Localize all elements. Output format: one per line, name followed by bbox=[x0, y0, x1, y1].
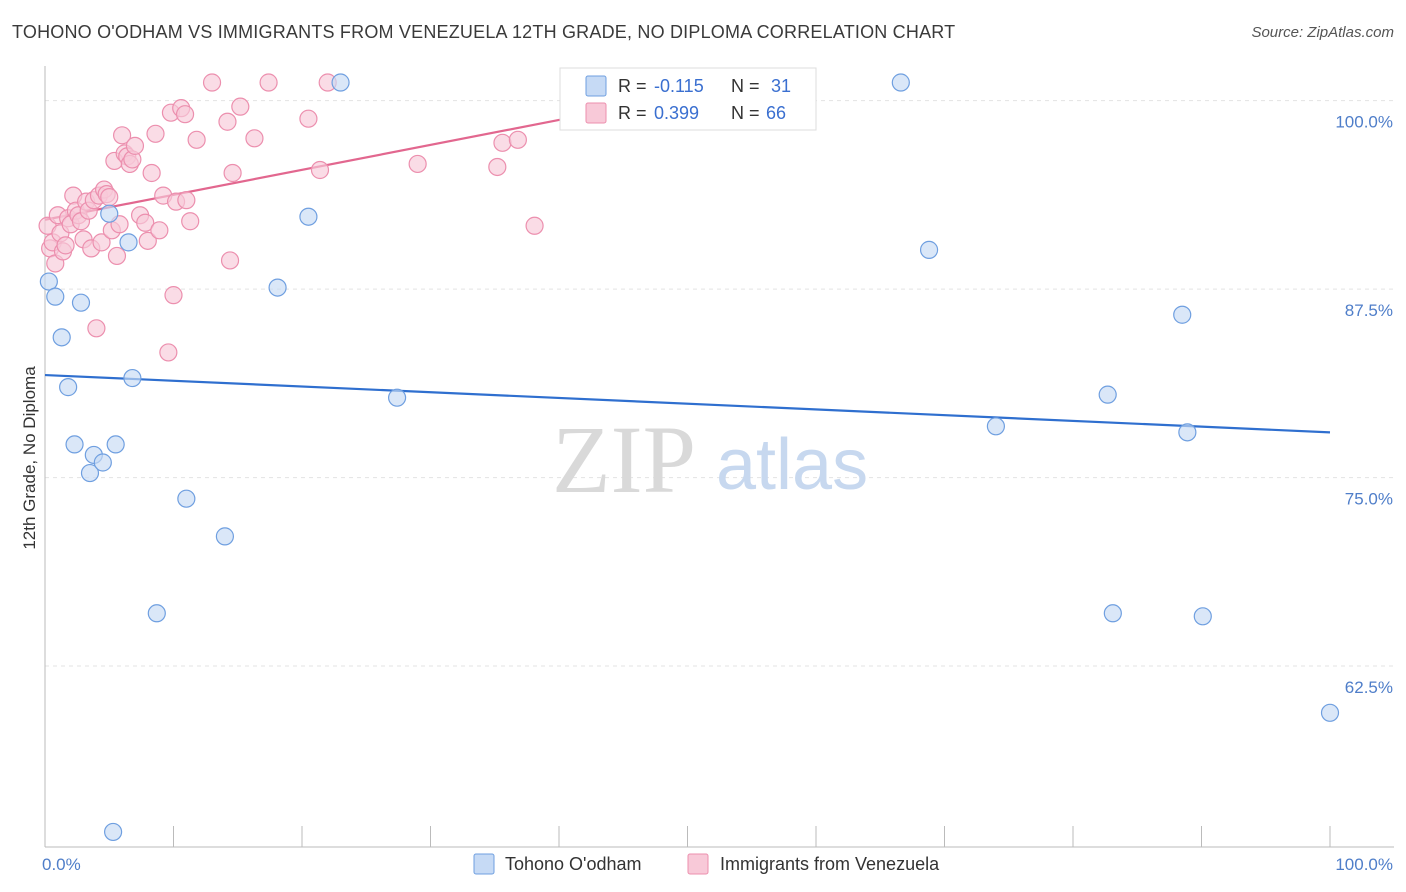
point-venezuela bbox=[223, 163, 242, 183]
point-venezuela bbox=[164, 286, 183, 305]
stats-legend: R = -0.115 N = 31 R = 0.399 N = 66 bbox=[559, 67, 817, 131]
data-points bbox=[38, 73, 1340, 842]
point-tohono bbox=[104, 822, 123, 842]
point-venezuela bbox=[259, 73, 278, 92]
point-venezuela bbox=[92, 233, 111, 252]
point-tohono bbox=[215, 527, 234, 546]
point-venezuela bbox=[56, 236, 75, 255]
point-venezuela bbox=[220, 251, 240, 270]
point-tohono bbox=[1320, 703, 1340, 722]
series-legend: Tohono O'odham Immigrants from Venezuela bbox=[473, 853, 940, 875]
x-tick-label-end: 100.0% bbox=[1335, 855, 1393, 874]
point-tohono bbox=[93, 453, 112, 472]
point-venezuela bbox=[112, 126, 132, 145]
point-tohono bbox=[1098, 385, 1117, 404]
point-tohono bbox=[106, 435, 125, 454]
point-venezuela bbox=[202, 73, 222, 92]
point-venezuela bbox=[493, 133, 512, 152]
point-venezuela bbox=[231, 97, 250, 116]
point-tohono bbox=[46, 287, 65, 306]
point-venezuela bbox=[136, 213, 155, 232]
legend-r-value-tohono: -0.115 bbox=[654, 76, 704, 96]
legend-r-value-venezuela: 0.399 bbox=[654, 103, 699, 123]
point-tohono bbox=[59, 378, 78, 397]
legend-n-value-tohono: 31 bbox=[771, 76, 791, 96]
point-venezuela bbox=[187, 130, 206, 149]
trend-lines bbox=[44, 117, 1331, 434]
y-tick-label: 100.0% bbox=[1335, 113, 1393, 132]
point-venezuela bbox=[488, 157, 507, 177]
point-venezuela bbox=[100, 188, 119, 207]
legend-r-label-venezuela: R = bbox=[618, 103, 647, 123]
point-tohono bbox=[1173, 305, 1192, 324]
point-tohono bbox=[119, 233, 138, 252]
series-legend-swatch-venezuela bbox=[687, 853, 709, 875]
point-tohono bbox=[986, 417, 1006, 436]
legend-n-label-tohono: N = bbox=[731, 76, 760, 96]
point-tohono bbox=[147, 604, 166, 623]
watermark: ZIP atlas bbox=[552, 406, 868, 513]
chart-title: TOHONO O'ODHAM VS IMMIGRANTS FROM VENEZU… bbox=[12, 22, 956, 42]
point-tohono bbox=[1103, 604, 1122, 623]
point-venezuela bbox=[508, 130, 527, 149]
point-venezuela bbox=[107, 246, 127, 266]
y-tick-label: 75.0% bbox=[1345, 490, 1393, 509]
point-venezuela bbox=[125, 136, 145, 155]
y-tick-label: 62.5% bbox=[1345, 678, 1393, 697]
trend-line-venezuela bbox=[44, 117, 566, 221]
legend-n-value-venezuela: 66 bbox=[766, 103, 786, 123]
point-venezuela bbox=[245, 129, 264, 148]
point-venezuela bbox=[146, 124, 165, 143]
point-tohono bbox=[919, 240, 939, 259]
axes bbox=[44, 66, 1394, 848]
point-venezuela bbox=[87, 319, 106, 338]
point-venezuela bbox=[181, 212, 200, 231]
point-tohono bbox=[52, 328, 71, 347]
point-tohono bbox=[65, 435, 84, 454]
trend-line-tohono bbox=[44, 373, 1331, 434]
point-tohono bbox=[177, 489, 196, 508]
point-tohono bbox=[39, 272, 58, 291]
point-tohono bbox=[387, 388, 407, 407]
point-tohono bbox=[100, 204, 119, 223]
point-tohono bbox=[331, 73, 350, 92]
point-tohono bbox=[80, 463, 100, 483]
legend-n-label-venezuela: N = bbox=[731, 103, 760, 123]
chart-source: Source: ZipAtlas.com bbox=[1251, 24, 1394, 41]
point-tohono bbox=[268, 278, 287, 297]
watermark-atlas: atlas bbox=[716, 425, 868, 505]
point-tohono bbox=[71, 293, 91, 312]
point-venezuela bbox=[159, 343, 178, 362]
watermark-zip: ZIP bbox=[552, 406, 696, 513]
legend-swatch-tohono bbox=[585, 75, 607, 97]
point-tohono bbox=[123, 368, 142, 388]
point-tohono bbox=[891, 73, 910, 92]
point-venezuela bbox=[218, 112, 237, 131]
point-tohono bbox=[299, 207, 318, 226]
point-venezuela bbox=[175, 105, 195, 124]
point-venezuela bbox=[299, 109, 318, 128]
y-tick-label: 87.5% bbox=[1345, 301, 1393, 320]
legend-r-label-tohono: R = bbox=[618, 76, 647, 96]
point-venezuela bbox=[150, 221, 169, 240]
point-venezuela bbox=[525, 216, 544, 235]
point-tohono bbox=[1178, 423, 1197, 442]
point-venezuela bbox=[138, 231, 157, 250]
point-venezuela bbox=[310, 160, 330, 180]
point-venezuela bbox=[142, 163, 161, 183]
tick-labels: 100.0% 87.5% 75.0% 62.5% 0.0% 100.0% bbox=[42, 113, 1393, 874]
x-tick-label-start: 0.0% bbox=[42, 855, 81, 874]
series-legend-label-venezuela: Immigrants from Venezuela bbox=[720, 854, 940, 874]
series-legend-swatch-tohono bbox=[473, 853, 495, 875]
point-venezuela bbox=[177, 191, 196, 210]
point-venezuela bbox=[408, 154, 427, 174]
series-legend-label-tohono: Tohono O'odham bbox=[505, 854, 642, 874]
legend-swatch-venezuela bbox=[585, 102, 607, 124]
point-tohono bbox=[1193, 607, 1212, 626]
